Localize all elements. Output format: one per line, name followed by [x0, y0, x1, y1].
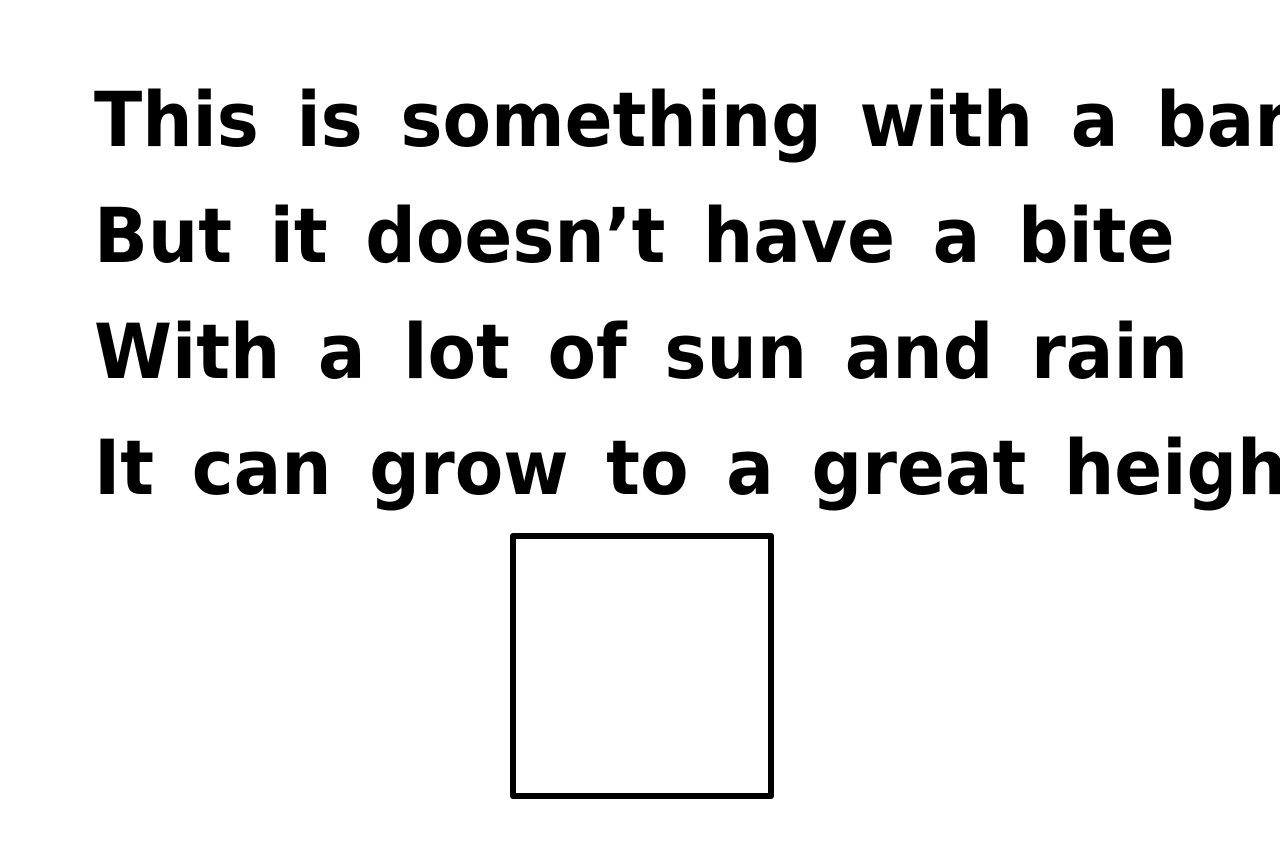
riddle-line-4: It can grow to a great height: [94, 423, 1280, 512]
riddle-line-1: This is something with a bark: [94, 75, 1280, 164]
riddle-line-3: With a lot of sun and rain: [94, 307, 1189, 396]
riddle-line-2: But it doesn’t have a bite: [94, 191, 1175, 280]
answer-box[interactable]: [510, 533, 774, 799]
riddle-text: This is something with a bark But it doe…: [94, 62, 1280, 526]
